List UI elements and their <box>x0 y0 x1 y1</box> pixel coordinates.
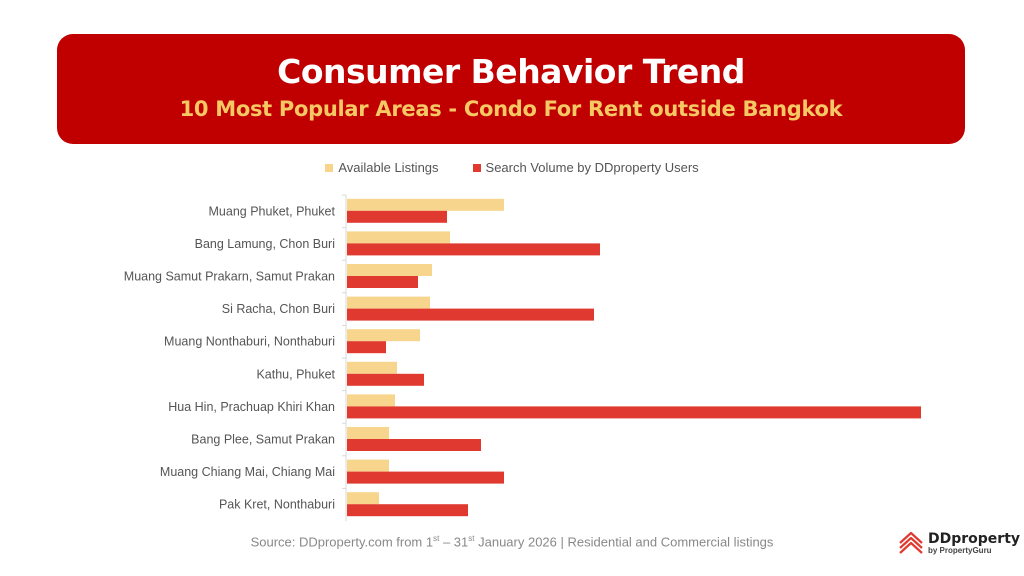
category-label: Muang Chiang Mai, Chiang Mai <box>160 465 335 479</box>
legend-swatch-search <box>472 163 481 172</box>
bar-search-volume <box>347 210 447 223</box>
source-sup: st <box>433 534 440 543</box>
bar-search-volume <box>347 471 504 484</box>
bar-search-volume <box>347 504 468 517</box>
bar-search-volume <box>347 439 481 451</box>
source-text: January 2026 | Residential and Commercia… <box>474 534 774 550</box>
category-label: Kathu, Phuket <box>256 367 335 381</box>
bar-available-listings <box>347 198 504 211</box>
bar-search-volume <box>347 373 424 386</box>
bar-search-volume <box>347 308 594 321</box>
ddproperty-logo: DDproperty by PropertyGuru <box>898 530 1020 556</box>
source-text: – 31 <box>439 534 469 550</box>
bar-search-volume <box>347 406 921 419</box>
bar-search-volume <box>347 243 600 256</box>
bar-available-listings <box>347 264 432 276</box>
bar-available-listings <box>347 394 395 407</box>
legend-item-search: Search Volume by DDproperty Users <box>472 160 699 175</box>
category-label: Hua Hin, Prachuap Khiri Khan <box>168 400 335 414</box>
category-label: Muang Samut Prakarn, Samut Prakan <box>124 270 335 284</box>
chart-title: Consumer Behavior Trend <box>277 52 745 91</box>
category-label: Bang Lamung, Chon Buri <box>195 237 335 251</box>
bar-available-listings <box>347 492 379 505</box>
bar-search-volume <box>347 276 418 288</box>
legend: Available Listings Search Volume by DDpr… <box>0 160 1024 175</box>
source-sup: st <box>468 534 475 543</box>
legend-label: Available Listings <box>338 160 439 175</box>
bar-available-listings <box>347 361 397 374</box>
bar-available-listings <box>347 329 420 342</box>
bar-available-listings <box>347 459 389 472</box>
bar-available-listings <box>347 231 450 244</box>
source-note: Source: DDproperty.com from 1st – 31st J… <box>0 534 1024 549</box>
bar-search-volume <box>347 341 386 354</box>
category-label: Muang Nonthaburi, Nonthaburi <box>164 335 335 349</box>
category-label: Muang Phuket, Phuket <box>209 204 336 218</box>
source-text: Source: DDproperty.com from 1 <box>250 534 434 550</box>
logo-byline: by PropertyGuru <box>928 545 992 555</box>
legend-label: Search Volume by DDproperty Users <box>485 160 699 175</box>
title-banner: Consumer Behavior Trend 10 Most Popular … <box>57 34 965 144</box>
bar-available-listings <box>347 296 430 309</box>
legend-item-available: Available Listings <box>325 160 439 175</box>
chart-subtitle: 10 Most Popular Areas - Condo For Rent o… <box>179 97 843 121</box>
bar-available-listings <box>347 427 389 439</box>
category-label: Bang Plee, Samut Prakan <box>191 433 335 447</box>
logo-name: DDproperty <box>928 530 1021 547</box>
category-label: Si Racha, Chon Buri <box>222 302 335 316</box>
category-label: Pak Kret, Nonthaburi <box>219 498 335 512</box>
house-stack-icon <box>899 531 923 554</box>
legend-swatch-available <box>325 163 334 172</box>
